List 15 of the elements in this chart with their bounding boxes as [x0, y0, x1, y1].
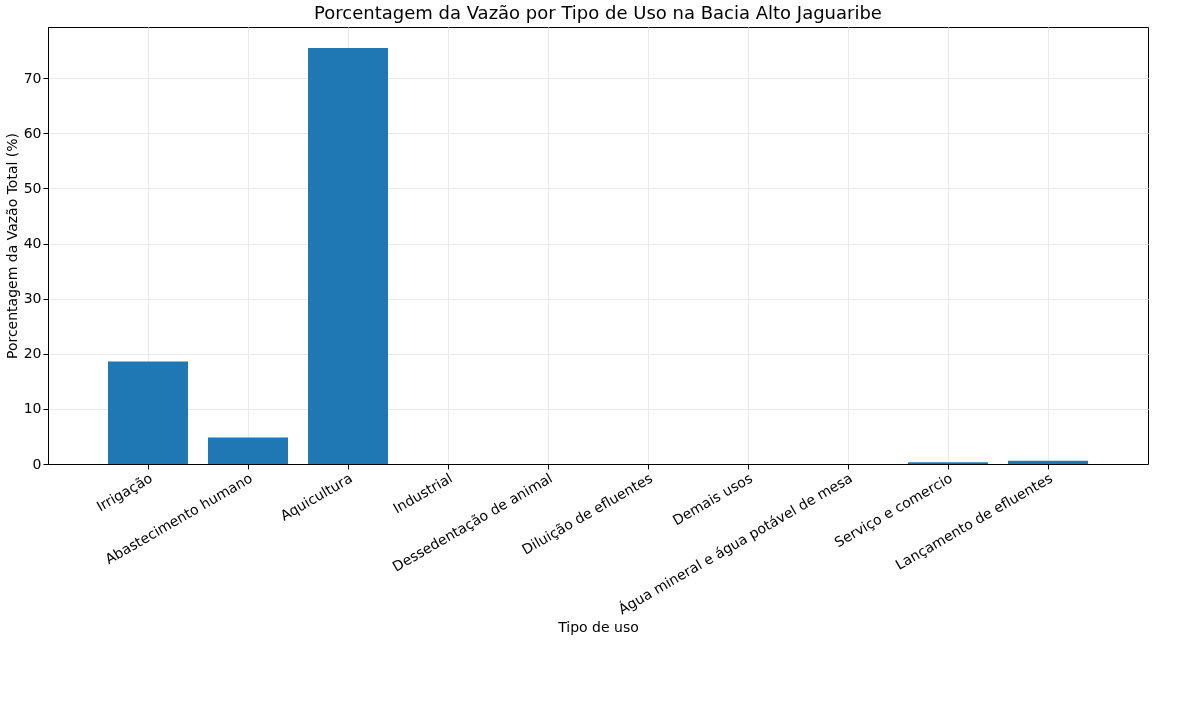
y-tick-label: 20 — [23, 345, 42, 362]
y-tick-label: 60 — [23, 124, 42, 141]
chart-title: Porcentagem da Vazão por Tipo de Uso na Bacia Alto Jaguaribe — [314, 2, 882, 23]
y-axis-title: Porcentagem da Vazão Total (%) — [3, 132, 20, 360]
bar — [108, 361, 188, 464]
y-tick-label: 50 — [23, 179, 42, 196]
bar — [208, 437, 288, 464]
bar — [1008, 460, 1088, 464]
y-tick-label: 30 — [23, 290, 42, 307]
y-tick-label: 70 — [23, 69, 42, 86]
y-tick-label: 10 — [23, 400, 42, 417]
y-tick-label: 0 — [32, 455, 42, 472]
x-axis-title: Tipo de uso — [557, 619, 639, 636]
y-tick-label: 40 — [23, 235, 42, 252]
bar — [308, 47, 388, 464]
